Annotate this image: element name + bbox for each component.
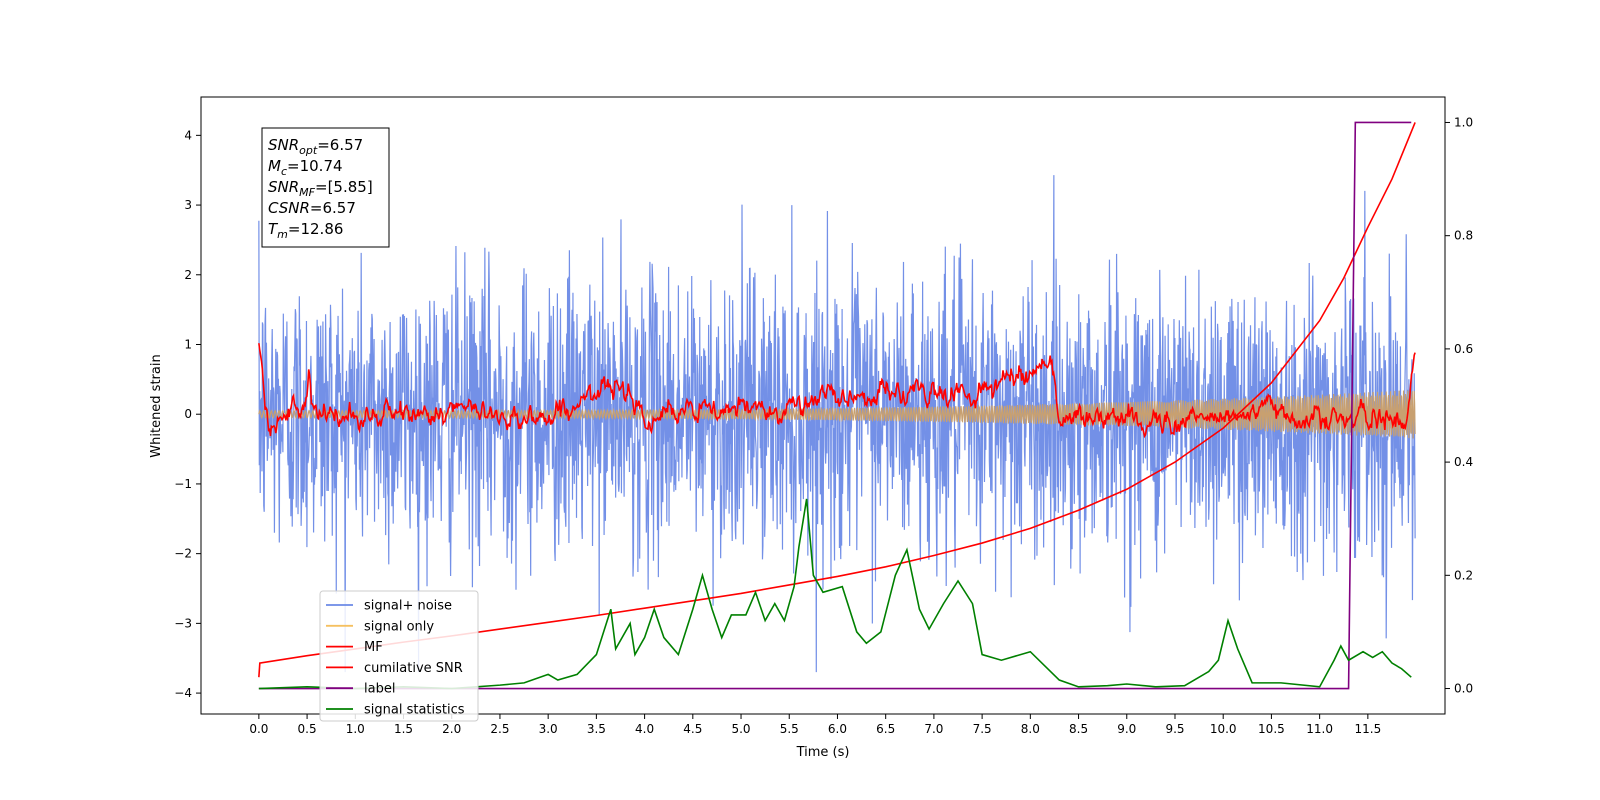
series-signal-only xyxy=(258,390,1416,439)
x-tick-label: 6.0 xyxy=(828,722,847,736)
y-axis-left: −4 −3 −2 −1 0 1 2 3 4 xyxy=(174,128,201,700)
x-tick-label: 8.0 xyxy=(1021,722,1040,736)
y-axis-right: 0.0 0.2 0.4 0.6 0.8 1.0 xyxy=(1445,115,1473,696)
x-tick-label: 7.0 xyxy=(924,722,943,736)
y-tick-label: −3 xyxy=(174,616,192,630)
x-tick-label: 5.5 xyxy=(780,722,799,736)
x-tick-label: 0.0 xyxy=(249,722,268,736)
series-label xyxy=(258,121,1412,690)
x-tick-label: 3.5 xyxy=(587,722,606,736)
y2-tick-label: 0.0 xyxy=(1454,682,1473,696)
x-tick-label: 0.5 xyxy=(298,722,317,736)
info-box-frame xyxy=(261,127,390,248)
plot-frame xyxy=(200,96,1446,715)
x-tick-label: 10.0 xyxy=(1210,722,1237,736)
y-tick-label: 1 xyxy=(184,337,192,351)
legend: signal+ noise signal only MF cumilative SNR… xyxy=(319,590,479,722)
info-box-line: Mc=10.74 xyxy=(268,157,343,178)
label-line xyxy=(258,121,1412,690)
signal-only-line xyxy=(258,390,1416,439)
x-tick-label: 9.5 xyxy=(1165,722,1184,736)
legend-label: signal+ noise xyxy=(364,599,452,614)
legend-label: label xyxy=(364,682,395,697)
x-tick-label: 11.5 xyxy=(1354,722,1381,736)
x-tick-label: 1.0 xyxy=(346,722,365,736)
x-axis-label: Time (s) xyxy=(796,745,850,760)
y-tick-label: 4 xyxy=(184,128,192,142)
x-tick-label: 11.0 xyxy=(1306,722,1333,736)
x-tick-label: 9.0 xyxy=(1117,722,1136,736)
y2-tick-label: 0.4 xyxy=(1454,455,1473,469)
x-tick-label: 10.5 xyxy=(1258,722,1285,736)
x-axis: 0.0 0.5 1.0 1.5 2.0 2.5 3.0 3.5 4.0 4.5 5.0 5.5 6.0 6… xyxy=(249,714,1381,736)
series-signal-statistics xyxy=(258,498,1412,690)
y-tick-label: 0 xyxy=(184,407,192,421)
y-tick-label: 3 xyxy=(184,198,192,212)
y2-tick-label: 1.0 xyxy=(1454,115,1473,129)
info-box-line: Tm=12.86 xyxy=(268,220,343,241)
y2-tick-label: 0.6 xyxy=(1454,342,1473,356)
x-tick-label: 2.0 xyxy=(442,722,461,736)
info-box-line: SNRopt=6.57 xyxy=(268,136,363,157)
info-box-line: CSNR=6.57 xyxy=(268,199,356,217)
series-mf xyxy=(258,343,1416,439)
x-tick-label: 1.5 xyxy=(394,722,413,736)
info-box: SNRopt=6.57Mc=10.74SNRMF=[5.85]CSNR=6.57… xyxy=(261,127,390,248)
y-tick-label: −1 xyxy=(174,477,192,491)
legend-frame xyxy=(319,590,479,722)
y2-tick-label: 0.8 xyxy=(1454,229,1473,243)
y2-tick-label: 0.2 xyxy=(1454,568,1473,582)
x-tick-label: 6.5 xyxy=(876,722,895,736)
x-tick-label: 4.0 xyxy=(635,722,654,736)
signal-statistics-line xyxy=(258,498,1412,690)
x-tick-label: 3.0 xyxy=(539,722,558,736)
legend-label: MF xyxy=(364,640,383,655)
mf-line xyxy=(258,343,1416,439)
x-tick-label: 5.0 xyxy=(731,722,750,736)
legend-label: signal statistics xyxy=(364,703,465,718)
y-tick-label: 2 xyxy=(184,268,192,282)
y-tick-label: −4 xyxy=(174,686,192,700)
x-tick-label: 2.5 xyxy=(490,722,509,736)
x-tick-label: 4.5 xyxy=(683,722,702,736)
y-axis-label: Whitened strain xyxy=(149,354,164,457)
info-box-line: SNRMF=[5.85] xyxy=(268,178,373,199)
x-tick-label: 7.5 xyxy=(973,722,992,736)
legend-label: cumilative SNR xyxy=(364,661,463,676)
x-tick-label: 8.5 xyxy=(1069,722,1088,736)
legend-label: signal only xyxy=(364,619,434,634)
y-tick-label: −2 xyxy=(174,547,192,561)
